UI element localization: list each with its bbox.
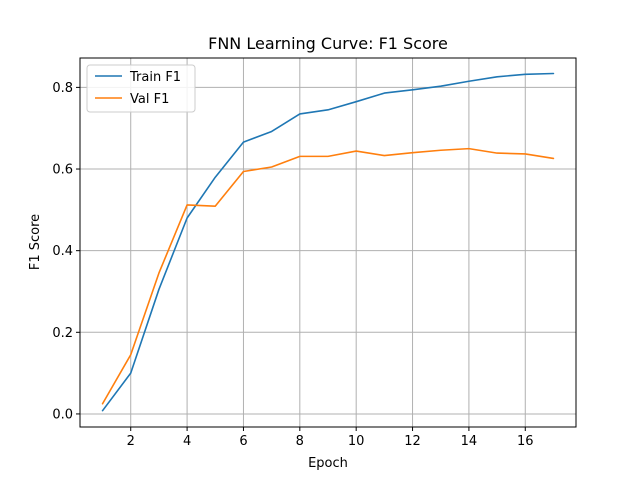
y-tick-label: 0.8 (52, 81, 73, 96)
series-line-train-f1 (101, 72, 555, 412)
legend-label-train-f1: Train F1 (129, 70, 181, 85)
x-tick-label: 8 (296, 434, 304, 449)
y-tick-label: 0.4 (52, 244, 73, 259)
legend-label-val-f1: Val F1 (130, 92, 169, 107)
series-line-val-f1 (101, 147, 555, 405)
axis-ticks: 2 4 6 8 10 12 14 16 0.0 0.2 0.4 0.6 0.8 (52, 81, 533, 449)
x-tick-label: 14 (461, 434, 478, 449)
grid (80, 58, 576, 427)
x-tick-label: 6 (239, 434, 247, 449)
x-tick-label: 16 (517, 434, 534, 449)
y-tick-label: 0.0 (52, 407, 73, 422)
chart-title: FNN Learning Curve: F1 Score (208, 34, 448, 53)
x-tick-label: 4 (183, 434, 191, 449)
x-axis-label: Epoch (308, 456, 348, 471)
y-tick-label: 0.6 (52, 163, 73, 178)
series-lines (101, 72, 555, 412)
y-tick-label: 0.2 (52, 326, 73, 341)
x-tick-label: 10 (348, 434, 365, 449)
x-tick-label: 2 (127, 434, 135, 449)
x-tick-label: 12 (404, 434, 421, 449)
plot-frame (79, 57, 577, 428)
legend: Train F1 Val F1 (86, 64, 196, 113)
y-axis-label: F1 Score (28, 214, 43, 270)
